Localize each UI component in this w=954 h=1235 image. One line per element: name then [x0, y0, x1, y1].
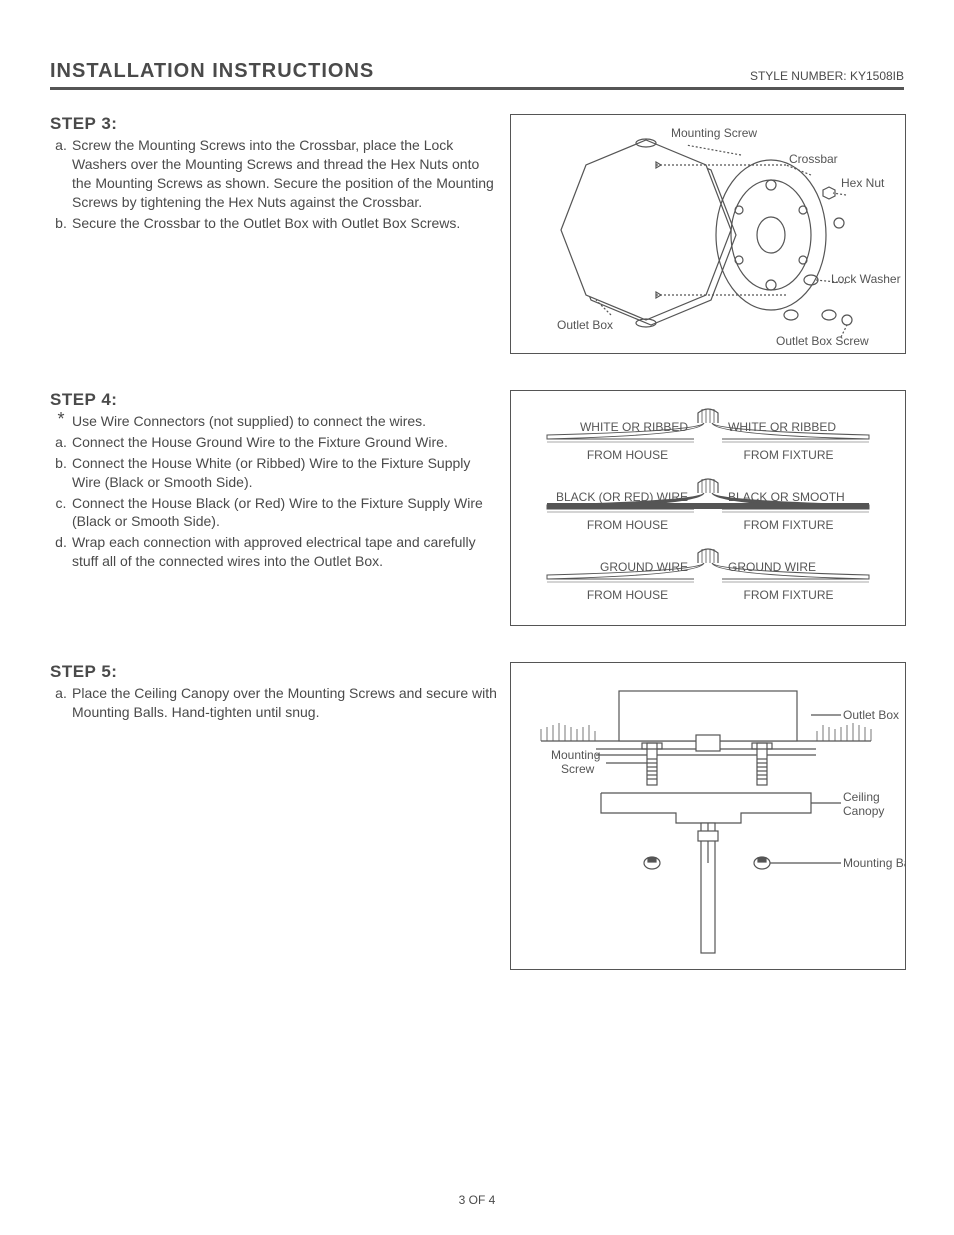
list-body: Screw the Mounting Screws into the Cross… — [72, 136, 500, 212]
step-3-list: a.Screw the Mounting Screws into the Cro… — [50, 136, 500, 232]
label-mounting-screw: Mounting Screw — [671, 126, 757, 140]
svg-text:GROUND WIRE: GROUND WIRE — [728, 560, 816, 574]
page-number: 3 OF 4 — [0, 1193, 954, 1207]
list-body: Place the Ceiling Canopy over the Mounti… — [72, 684, 500, 722]
step-5-figure-col: Outlet Box CeilingCanopy Mounting Ball M… — [510, 662, 906, 970]
step-4-figure: WHITE OR RIBBED WHITE OR RIBBED FROM HOUSE… — [510, 390, 906, 626]
label-mounting-ball: Mounting Ball — [843, 856, 905, 870]
list-body: Use Wire Connectors (not supplied) to co… — [72, 412, 500, 431]
list-item: *Use Wire Connectors (not supplied) to c… — [50, 412, 500, 431]
svg-text:GROUND WIRE: GROUND WIRE — [600, 560, 688, 574]
step-5-list: a.Place the Ceiling Canopy over the Moun… — [50, 684, 500, 722]
svg-text:FROM FIXTURE: FROM FIXTURE — [744, 448, 834, 462]
svg-text:BLACK (OR RED) WIRE: BLACK (OR RED) WIRE — [556, 490, 688, 504]
step-3-title: STEP 3: — [50, 114, 500, 134]
svg-text:FROM HOUSE: FROM HOUSE — [587, 518, 668, 532]
label-mounting-screw-5: MountingScrew — [551, 748, 600, 776]
list-marker: a. — [50, 684, 72, 722]
list-body: Connect the House Black (or Red) Wire to… — [72, 494, 500, 532]
svg-text:FROM FIXTURE: FROM FIXTURE — [744, 518, 834, 532]
step-4-text: STEP 4: *Use Wire Connectors (not suppli… — [50, 390, 510, 573]
svg-text:BLACK OR SMOOTH: BLACK OR SMOOTH — [728, 490, 845, 504]
list-marker: a. — [50, 136, 72, 212]
list-body: Wrap each connection with approved elect… — [72, 533, 500, 571]
step-4-figure-col: WHITE OR RIBBED WHITE OR RIBBED FROM HOUSE… — [510, 390, 906, 626]
label-hex-nut: Hex Nut — [841, 176, 885, 190]
label-outlet-box-5: Outlet Box — [843, 708, 899, 722]
list-body: Secure the Crossbar to the Outlet Box wi… — [72, 214, 500, 233]
step-4-list: *Use Wire Connectors (not supplied) to c… — [50, 412, 500, 571]
step-4: STEP 4: *Use Wire Connectors (not suppli… — [50, 390, 904, 626]
label-outlet-box-screw: Outlet Box Screw — [776, 334, 869, 348]
page: INSTALLATION INSTRUCTIONS STYLE NUMBER: … — [0, 0, 954, 1235]
list-item: c.Connect the House Black (or Red) Wire … — [50, 494, 500, 532]
label-ceiling-canopy: CeilingCanopy — [843, 790, 884, 818]
step-5: STEP 5: a.Place the Ceiling Canopy over … — [50, 662, 904, 970]
header: INSTALLATION INSTRUCTIONS STYLE NUMBER: … — [50, 60, 904, 90]
svg-text:FROM FIXTURE: FROM FIXTURE — [744, 588, 834, 602]
list-marker: d. — [50, 533, 72, 571]
svg-text:WHITE OR RIBBED: WHITE OR RIBBED — [580, 420, 688, 434]
list-item: d.Wrap each connection with approved ele… — [50, 533, 500, 571]
step-5-figure: Outlet Box CeilingCanopy Mounting Ball M… — [510, 662, 906, 970]
label-crossbar: Crossbar — [789, 152, 838, 166]
style-number: STYLE NUMBER: KY1508IB — [750, 69, 904, 83]
list-marker: c. — [50, 494, 72, 532]
svg-text:FROM HOUSE: FROM HOUSE — [587, 588, 668, 602]
page-title: INSTALLATION INSTRUCTIONS — [50, 60, 374, 83]
list-marker: b. — [50, 214, 72, 233]
step-3: STEP 3: a.Screw the Mounting Screws into… — [50, 114, 904, 354]
list-marker: b. — [50, 454, 72, 492]
step-3-text: STEP 3: a.Screw the Mounting Screws into… — [50, 114, 510, 234]
label-lock-washer: Lock Washer — [831, 272, 901, 286]
step-4-title: STEP 4: — [50, 390, 500, 410]
step-5-text: STEP 5: a.Place the Ceiling Canopy over … — [50, 662, 510, 724]
list-marker: * — [50, 412, 72, 431]
list-item: a.Place the Ceiling Canopy over the Moun… — [50, 684, 500, 722]
svg-text:FROM HOUSE: FROM HOUSE — [587, 448, 668, 462]
label-outlet-box: Outlet Box — [557, 318, 613, 332]
list-body: Connect the House Ground Wire to the Fix… — [72, 433, 500, 452]
list-item: b.Secure the Crossbar to the Outlet Box … — [50, 214, 500, 233]
step-5-title: STEP 5: — [50, 662, 500, 682]
step-3-figure: Mounting Screw Crossbar Hex Nut Lock Was… — [510, 114, 906, 354]
list-item: a.Screw the Mounting Screws into the Cro… — [50, 136, 500, 212]
list-body: Connect the House White (or Ribbed) Wire… — [72, 454, 500, 492]
step-3-figure-col: Mounting Screw Crossbar Hex Nut Lock Was… — [510, 114, 906, 354]
list-item: a.Connect the House Ground Wire to the F… — [50, 433, 500, 452]
list-item: b.Connect the House White (or Ribbed) Wi… — [50, 454, 500, 492]
list-marker: a. — [50, 433, 72, 452]
svg-text:WHITE OR RIBBED: WHITE OR RIBBED — [728, 420, 836, 434]
